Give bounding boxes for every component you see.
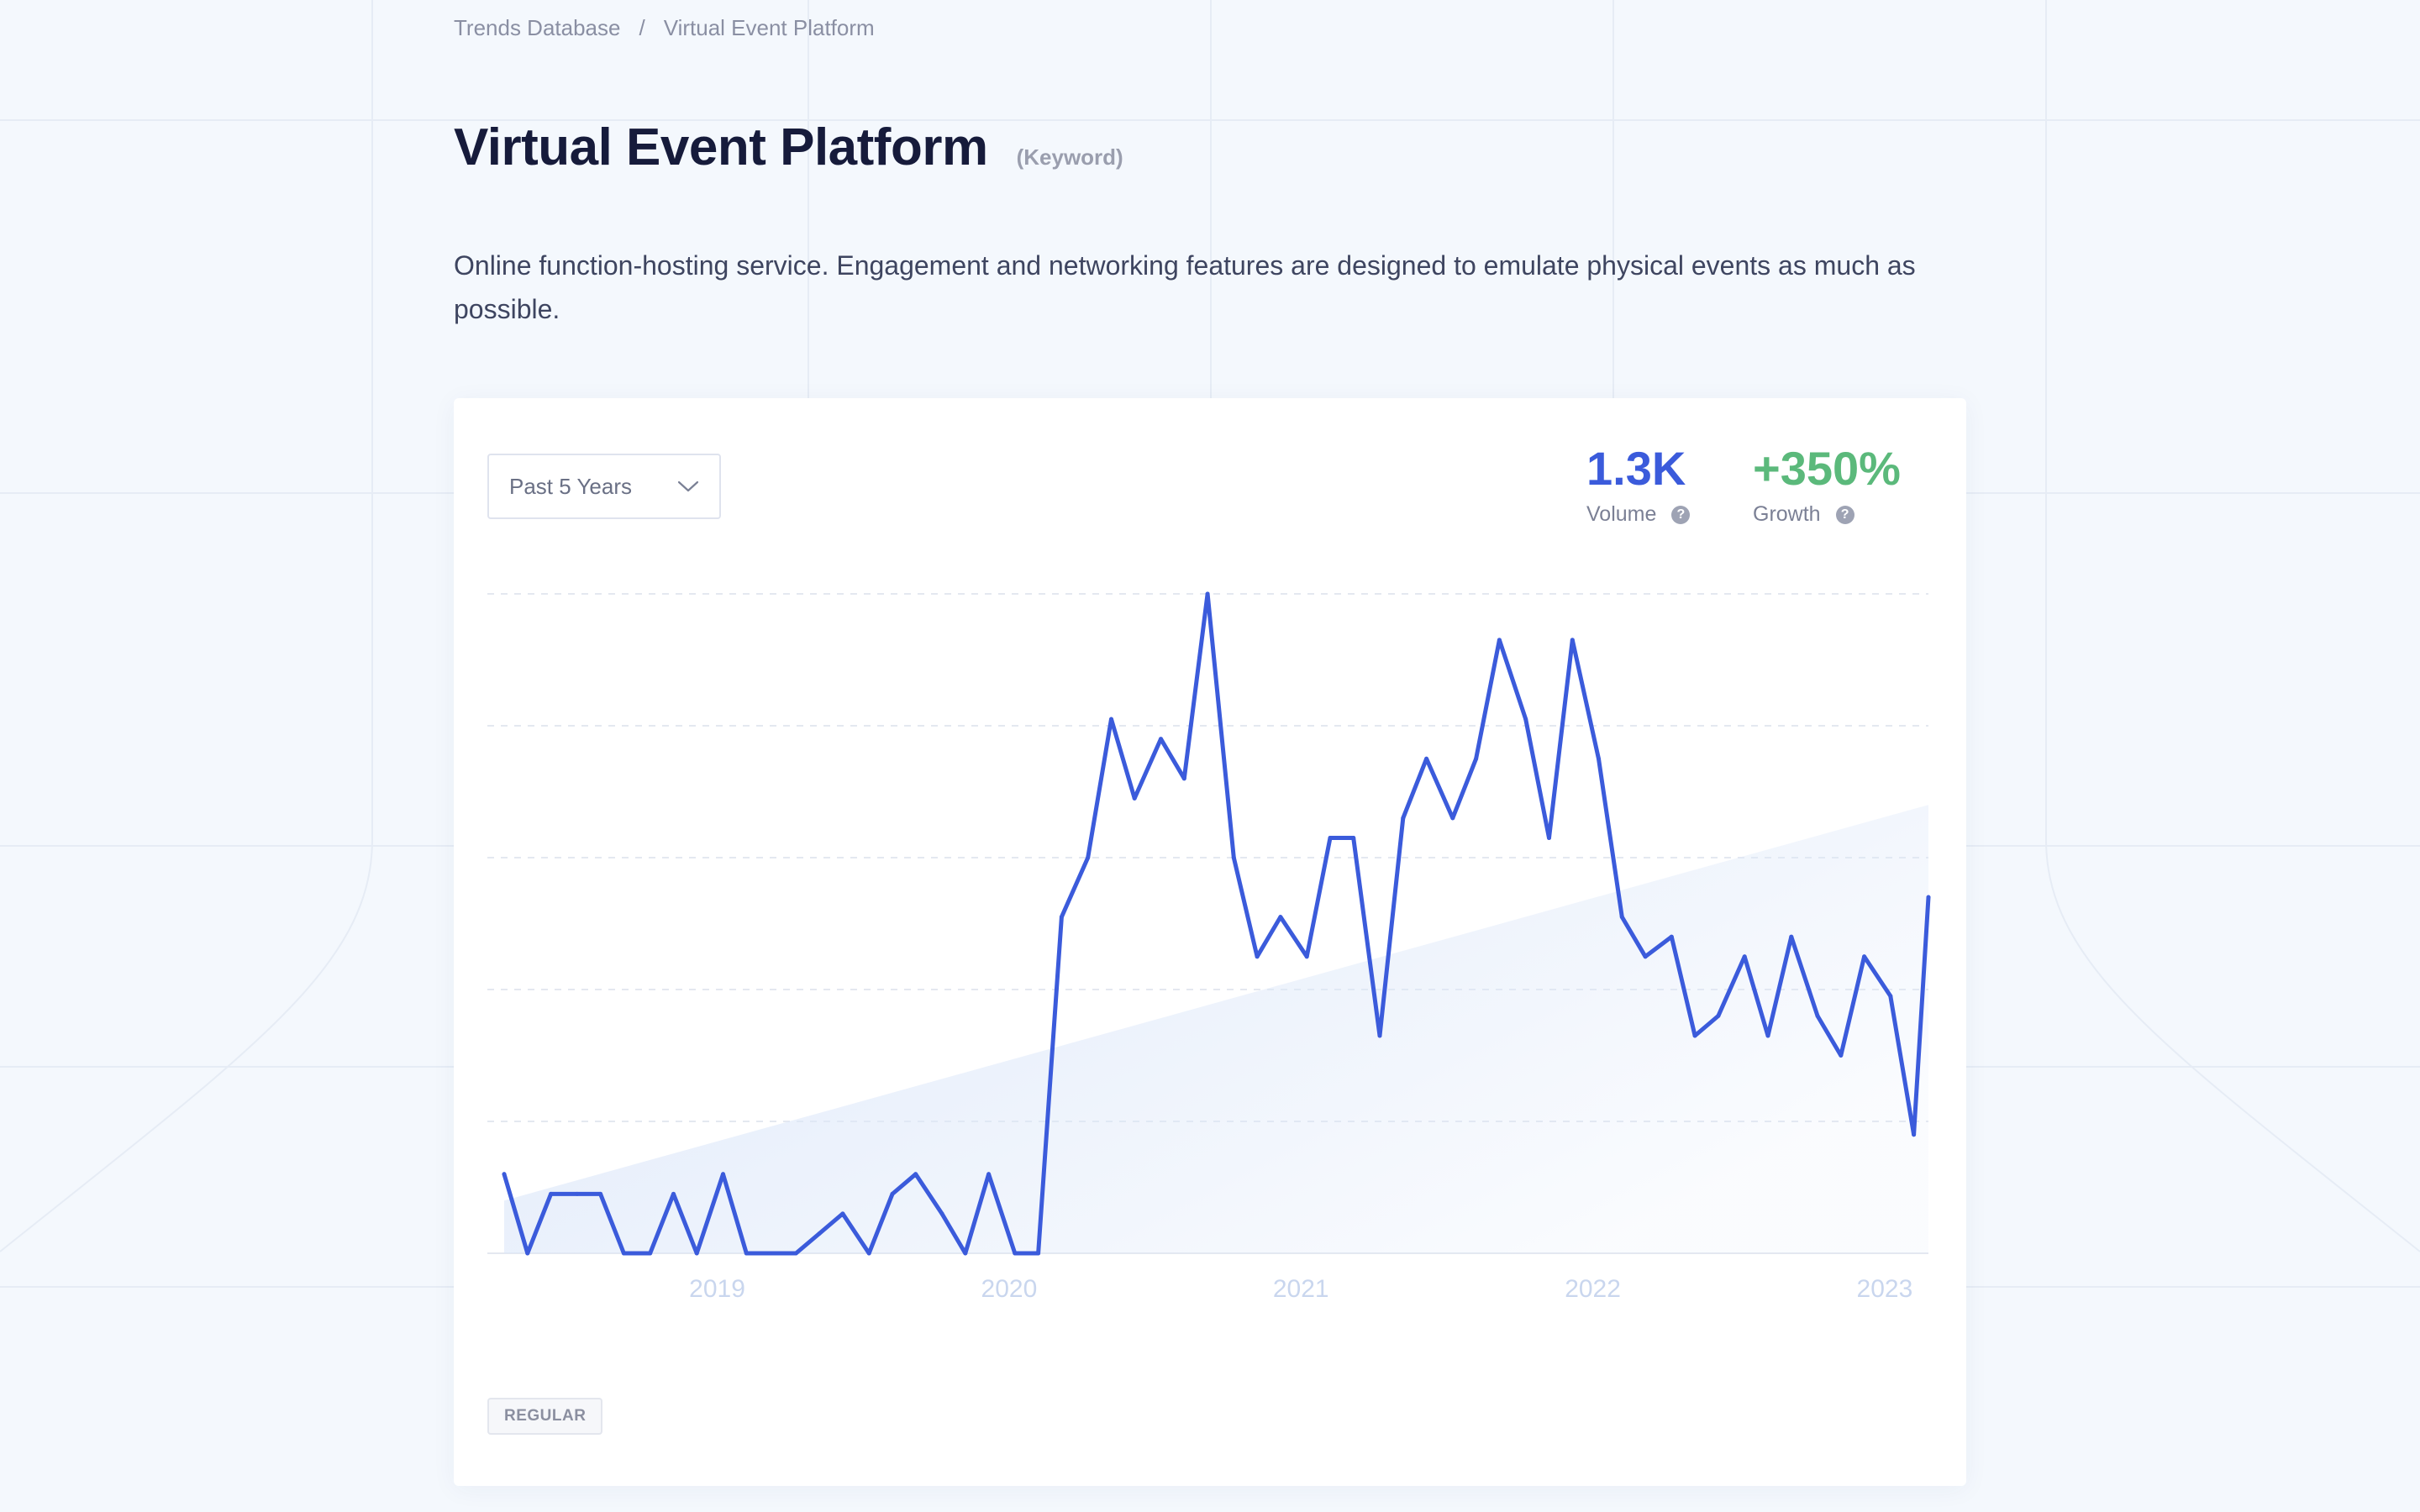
data-point xyxy=(1547,836,1551,840)
data-point xyxy=(1255,954,1260,959)
data-point xyxy=(502,1172,507,1177)
x-tick-label: 2023 xyxy=(1857,1275,1913,1303)
data-point xyxy=(1328,836,1333,840)
data-point xyxy=(671,1191,676,1196)
data-point xyxy=(1619,915,1624,920)
page-title: Virtual Event Platform xyxy=(454,118,988,176)
data-point xyxy=(939,1211,944,1216)
trend-chart[interactable]: 2019 2020 2021 2022 2023 xyxy=(454,398,1966,1373)
breadcrumb: Trends Database / Virtual Event Platform xyxy=(454,15,875,41)
series-line xyxy=(502,591,1931,1256)
data-point xyxy=(1912,1132,1917,1137)
volume-stat: 1.3K Volume ? xyxy=(1586,442,1691,527)
growth-value: +350% xyxy=(1753,442,1901,495)
data-point xyxy=(840,1211,845,1216)
data-point xyxy=(1815,1013,1820,1018)
data-point xyxy=(1862,954,1867,959)
volume-label: Volume xyxy=(1586,502,1657,526)
data-point xyxy=(1839,1053,1844,1058)
data-point xyxy=(1086,855,1091,860)
data-point xyxy=(648,1251,653,1256)
data-point xyxy=(1278,915,1283,920)
data-point xyxy=(1765,1033,1770,1038)
data-point xyxy=(1669,934,1674,939)
data-point xyxy=(1351,836,1356,840)
data-point xyxy=(1716,1013,1721,1018)
data-point xyxy=(1692,1033,1697,1038)
chart-card: Past 5 Years 1.3K Volume ? +350% Growth … xyxy=(454,398,1966,1486)
data-point xyxy=(598,1191,603,1196)
data-point xyxy=(1377,1033,1382,1038)
data-point xyxy=(694,1251,699,1256)
volume-value: 1.3K xyxy=(1586,442,1686,495)
data-point xyxy=(1231,855,1236,860)
trend-area xyxy=(504,805,1928,1253)
data-point xyxy=(525,1251,530,1256)
x-tick-label: 2019 xyxy=(689,1275,745,1303)
data-point xyxy=(1643,954,1648,959)
data-point xyxy=(1474,756,1479,761)
data-point xyxy=(986,1172,992,1177)
data-point xyxy=(1304,954,1309,959)
x-tick-label: 2020 xyxy=(981,1275,1038,1303)
data-point xyxy=(1450,816,1455,821)
chevron-down-icon xyxy=(677,480,699,493)
description: Online function-hosting service. Engagem… xyxy=(454,250,1916,324)
growth-help-icon[interactable]: ? xyxy=(1835,505,1854,524)
growth-label: Growth xyxy=(1753,502,1821,526)
data-point xyxy=(793,1251,798,1256)
data-point xyxy=(621,1251,626,1256)
data-point xyxy=(1159,737,1163,742)
data-point xyxy=(1132,795,1137,801)
data-point xyxy=(1013,1251,1018,1256)
x-tick-label: 2021 xyxy=(1273,1275,1329,1303)
data-point xyxy=(1742,954,1747,959)
data-point xyxy=(1401,816,1406,821)
data-point xyxy=(1059,915,1064,920)
volume-help-icon[interactable]: ? xyxy=(1671,505,1691,524)
breadcrumb-current[interactable]: Virtual Event Platform xyxy=(663,15,875,40)
data-point xyxy=(1570,638,1575,643)
data-point xyxy=(1424,756,1429,761)
regular-badge: REGULAR xyxy=(487,1398,603,1435)
growth-stat: +350% Growth ? xyxy=(1753,442,1901,527)
data-point xyxy=(767,1251,772,1256)
keyword-tag: (Keyword) xyxy=(1016,144,1123,170)
data-point xyxy=(963,1251,968,1256)
data-point xyxy=(744,1251,749,1256)
data-point xyxy=(1789,934,1794,939)
data-point xyxy=(913,1172,918,1177)
breadcrumb-separator: / xyxy=(639,15,645,40)
data-point xyxy=(1497,638,1502,643)
data-point xyxy=(1036,1251,1041,1256)
data-point xyxy=(1523,717,1528,722)
time-range-value: Past 5 Years xyxy=(509,473,632,499)
data-point xyxy=(1205,591,1210,596)
title-row: Virtual Event Platform (Keyword) xyxy=(454,118,1123,177)
data-point xyxy=(866,1251,871,1256)
time-range-select[interactable]: Past 5 Years xyxy=(487,454,721,519)
data-point xyxy=(1597,756,1601,761)
x-tick-label: 2022 xyxy=(1565,1275,1621,1303)
data-point xyxy=(1181,776,1186,781)
data-point xyxy=(1888,994,1893,999)
data-point xyxy=(575,1191,580,1196)
data-point xyxy=(817,1231,822,1236)
data-point xyxy=(1109,717,1113,722)
data-point xyxy=(721,1172,725,1177)
data-point xyxy=(1926,895,1931,900)
data-point xyxy=(549,1191,554,1196)
breadcrumb-link-trends-database[interactable]: Trends Database xyxy=(454,15,621,40)
data-point xyxy=(890,1191,895,1196)
